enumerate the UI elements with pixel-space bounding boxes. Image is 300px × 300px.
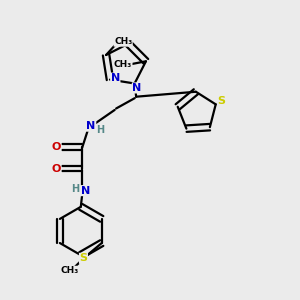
Text: CH₃: CH₃ [61,266,79,275]
Text: H: H [71,184,79,194]
Text: H: H [96,125,104,135]
Text: O: O [52,142,61,152]
Text: S: S [80,254,88,263]
Text: O: O [52,164,61,173]
Text: N: N [132,83,142,93]
Text: CH₃: CH₃ [114,60,132,69]
Text: CH₃: CH₃ [114,37,132,46]
Text: S: S [218,96,226,106]
Text: N: N [86,121,96,131]
Text: N: N [111,73,120,83]
Text: N: N [81,186,90,196]
